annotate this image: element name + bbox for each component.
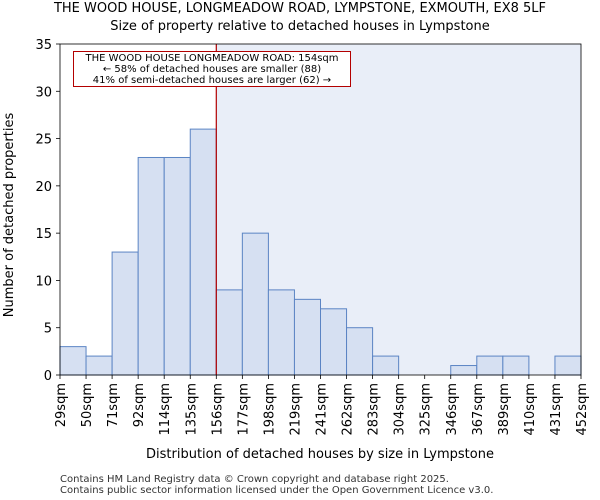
y-tick-label: 35 — [35, 38, 52, 53]
footer-line-1: Contains HM Land Registry data © Crown c… — [60, 474, 449, 485]
x-axis-ticks: 29sqm 50sqm 71sqm 92sqm 114sqm 135sqm 156sqm 17… — [54, 375, 590, 436]
y-tick-label: 20 — [35, 180, 52, 195]
x-tick-label: 389sqm — [497, 383, 512, 436]
x-tick-label: 50sqm — [80, 383, 95, 427]
x-tick-label: 156sqm — [210, 383, 225, 436]
x-tick-label: 135sqm — [184, 383, 199, 436]
bar-92sqm — [137, 156, 165, 376]
x-tick-label: 219sqm — [288, 383, 303, 436]
x-tick-label: 262sqm — [341, 383, 356, 436]
bar-156sqm — [215, 289, 243, 376]
bar-346sqm — [450, 365, 478, 376]
bars-group — [59, 128, 582, 376]
bar-367sqm — [476, 355, 504, 376]
bar-135sqm — [189, 128, 217, 376]
y-tick-label: 15 — [35, 227, 52, 242]
annotation-line-3: 41% of semi-detached houses are larger (… — [92, 75, 332, 86]
x-tick-label: 71sqm — [106, 383, 121, 427]
y-tick-label: 25 — [35, 133, 52, 148]
x-tick-label: 92sqm — [132, 383, 147, 427]
annotation-box: THE WOOD HOUSE LONGMEADOW ROAD: 154sqm ←… — [73, 51, 351, 87]
x-tick-label: 198sqm — [262, 383, 277, 436]
x-tick-label: 177sqm — [236, 383, 251, 436]
bar-114sqm — [163, 156, 191, 376]
bar-389sqm — [502, 355, 530, 376]
x-tick-label: 114sqm — [158, 383, 173, 436]
y-axis-ticks: 0 5 10 15 20 25 30 35 — [35, 38, 60, 384]
y-tick-label: 10 — [35, 274, 52, 289]
bar-241sqm — [320, 308, 348, 376]
x-axis-label: Distribution of detached houses by size … — [146, 447, 494, 462]
annotation-line-2: ← 58% of detached houses are smaller (88… — [102, 64, 322, 75]
x-tick-label: 410sqm — [523, 383, 538, 436]
x-tick-label: 29sqm — [54, 383, 69, 427]
x-tick-label: 367sqm — [471, 383, 486, 436]
x-tick-label: 325sqm — [419, 383, 434, 436]
x-tick-label: 304sqm — [393, 383, 408, 436]
bar-431sqm — [554, 355, 582, 376]
bar-262sqm — [346, 327, 374, 376]
bar-71sqm — [111, 251, 139, 376]
y-tick-label: 0 — [44, 369, 52, 384]
bar-50sqm — [85, 355, 113, 376]
annotation-line-1: THE WOOD HOUSE LONGMEADOW ROAD: 154sqm — [85, 53, 339, 64]
bar-198sqm — [267, 289, 295, 376]
x-tick-label: 283sqm — [367, 383, 382, 436]
bar-283sqm — [372, 355, 400, 376]
y-tick-label: 30 — [35, 85, 52, 100]
y-tick-label: 5 — [44, 322, 52, 337]
x-tick-label: 346sqm — [445, 383, 460, 436]
bar-219sqm — [293, 298, 322, 376]
footer-line-2: Contains public sector information licen… — [60, 485, 494, 496]
x-tick-label: 452sqm — [575, 383, 590, 436]
y-axis-label: Number of detached properties — [2, 113, 17, 318]
x-tick-label: 431sqm — [549, 383, 564, 436]
bar-29sqm — [59, 346, 87, 376]
bar-177sqm — [241, 232, 269, 376]
x-tick-label: 241sqm — [315, 383, 330, 436]
chart-title: THE WOOD HOUSE, LONGMEADOW ROAD, LYMPSTO… — [53, 1, 547, 16]
chart-subtitle: Size of property relative to detached ho… — [110, 19, 490, 34]
